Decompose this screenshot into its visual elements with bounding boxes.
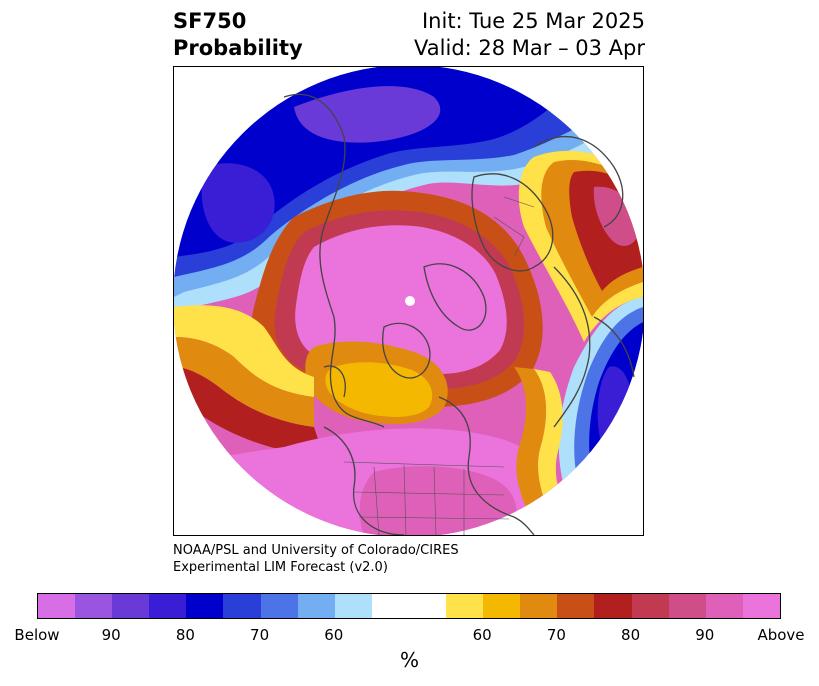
coastline-us-east — [438, 396, 535, 535]
colorbar-tick-label: 60 — [324, 626, 344, 644]
colorbar-segment — [371, 594, 409, 618]
colorbar-unit: % — [399, 648, 419, 672]
border-us-canada — [343, 461, 505, 468]
coastlines — [283, 93, 635, 535]
title-left: SF750 Probability — [173, 8, 303, 62]
coastline-russia — [533, 135, 624, 228]
colorbar-segment — [186, 594, 224, 618]
coastline-greenland — [423, 263, 487, 331]
coastline-alaska-canada — [283, 93, 385, 428]
title-right: Init: Tue 25 Mar 2025 Valid: 28 Mar – 03… — [414, 8, 645, 62]
colorbar-segment — [594, 594, 632, 618]
state-borders — [343, 196, 535, 535]
colorbar-segment — [260, 594, 298, 618]
colorbar-ticks: Below 90 80 70 60 60 70 80 90 Above — [0, 626, 819, 646]
below-core-pacific-west — [201, 163, 275, 243]
colorbar-tick-label: Below — [14, 626, 60, 644]
credit: NOAA/PSL and University of Colorado/CIRE… — [173, 542, 459, 576]
above-80-pacific-ribbon — [174, 367, 324, 457]
europe-borders — [493, 196, 535, 258]
variable-name: SF750 — [173, 9, 247, 33]
above-60-canada — [325, 362, 433, 417]
colorbar-segment — [705, 594, 743, 618]
coastline-hudson-bay — [382, 322, 431, 379]
below-core-atlantic — [597, 366, 633, 459]
coastline-us-west — [323, 426, 405, 535]
map-svg — [174, 67, 643, 535]
colorbar-tick-label: 90 — [101, 626, 121, 644]
product-name: Probability — [173, 36, 303, 60]
coastline-scandinavia — [471, 173, 554, 272]
below-90-pacific — [174, 67, 594, 257]
colorbar-segment — [149, 594, 187, 618]
above-60-atlantic-ribbon — [534, 369, 574, 535]
colorbar-tick-label: 80 — [175, 626, 195, 644]
above-70-pacific-ribbon — [174, 337, 314, 427]
colorbar-segment — [446, 594, 484, 618]
colorbar-segment — [631, 594, 669, 618]
colorbar-tick-label: 80 — [621, 626, 641, 644]
colorbar-tick-label: Above — [757, 626, 805, 644]
colorbar-segment — [742, 594, 780, 618]
colorbar-tick-label: 90 — [695, 626, 715, 644]
colorbar-segment — [223, 594, 261, 618]
colorbar-segment — [483, 594, 521, 618]
colorbar-segment — [297, 594, 335, 618]
credit-line-1: NOAA/PSL and University of Colorado/CIRE… — [173, 543, 459, 558]
state-lines-horizontal — [353, 491, 510, 520]
colorbar-tick-label: 60 — [472, 626, 492, 644]
init-date: Init: Tue 25 Mar 2025 — [421, 9, 645, 33]
colorbar-tick-label: 70 — [546, 626, 566, 644]
coastline-western-europe — [553, 266, 591, 428]
colorbar-segment — [668, 594, 706, 618]
above-70-atlantic-ribbon — [514, 367, 559, 535]
north-pole-marker — [405, 296, 415, 306]
coastline-hudson-west — [323, 365, 346, 398]
colorbar-segment — [408, 594, 447, 618]
state-lines-vertical — [373, 464, 465, 535]
colorbar-segment — [112, 594, 150, 618]
colorbar-segment — [557, 594, 595, 618]
colorbar-segment — [75, 594, 113, 618]
colorbar — [37, 593, 781, 619]
above-90-arctic — [295, 225, 507, 375]
credit-line-2: Experimental LIM Forecast (v2.0) — [173, 560, 388, 575]
valid-range: Valid: 28 Mar – 03 Apr — [414, 36, 645, 60]
colorbar-segment — [520, 594, 558, 618]
below-core-pacific-north — [294, 86, 441, 143]
above-60-pacific-ribbon — [174, 305, 314, 397]
colorbar-segment — [334, 594, 372, 618]
coastline-iberia — [593, 316, 635, 378]
colorbar-tick-label: 70 — [250, 626, 270, 644]
colorbar-segment — [38, 594, 76, 618]
forecast-map — [173, 66, 644, 536]
